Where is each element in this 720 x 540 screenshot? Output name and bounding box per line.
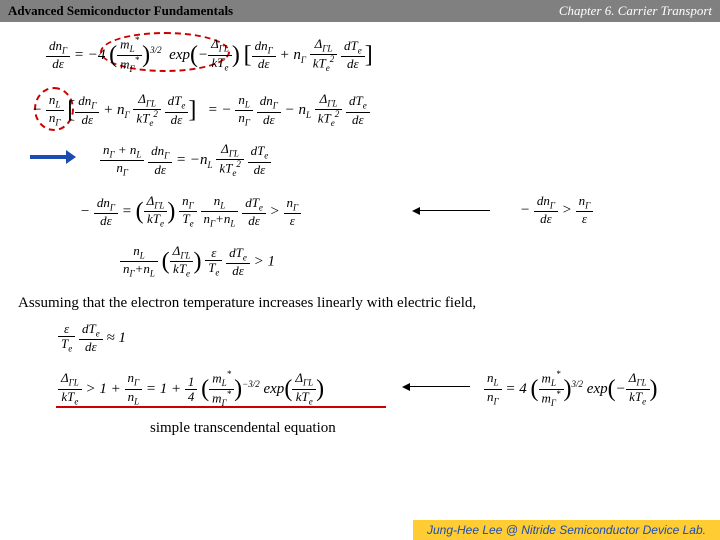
equation-4-right: − dnΓdε > nΓε — [520, 194, 593, 227]
slide-content: dnΓdε = −4 (mL*mΓ*)3/2 exp(−ΔΓLkTe) [dnΓ… — [0, 22, 720, 512]
footer-credit: Jung-Hee Lee @ Nitride Semiconductor Dev… — [413, 520, 720, 540]
header-title-left: Advanced Semiconductor Fundamentals — [8, 3, 233, 19]
equation-7-right: nLnΓ = 4 (mL*mΓ*)3/2 exp(−ΔΓLkTe) — [484, 370, 658, 409]
equation-1: dnΓdε = −4 (mL*mΓ*)3/2 exp(−ΔΓLkTe) [dnΓ… — [46, 36, 373, 75]
equation-5: nLnΓ+nL (ΔΓLkTe) εTe dTedε > 1 — [120, 244, 275, 280]
equation-7-left: ΔΓLkTe > 1 + nΓnL = 1 + 14 (mL*mΓ*)−3/2 … — [58, 370, 324, 409]
underline-red — [56, 406, 386, 408]
arrow-left-icon-1 — [420, 210, 490, 211]
equation-3: nΓ + nLnΓ dnΓdε = −nL ΔΓLkTe2 dTedε — [100, 142, 271, 179]
caption-text: simple transcendental equation — [150, 420, 336, 437]
equation-2: − nLnΓ [dnΓdε + nΓ ΔΓLkTe2 dTedε] = − nL… — [32, 92, 370, 129]
header-title-right: Chapter 6. Carrier Transport — [559, 3, 712, 19]
assumption-text: Assuming that the electron temperature i… — [18, 295, 476, 312]
arrow-left-icon-2 — [410, 386, 470, 387]
header-bar: Advanced Semiconductor Fundamentals Chap… — [0, 0, 720, 22]
equation-4-left: − dnΓdε = (ΔΓLkTe) nΓTe nLnΓ+nL dTedε > … — [80, 194, 301, 230]
equation-6: εTe dTedε ≈ 1 — [58, 322, 126, 355]
arrow-right-icon — [30, 150, 76, 164]
